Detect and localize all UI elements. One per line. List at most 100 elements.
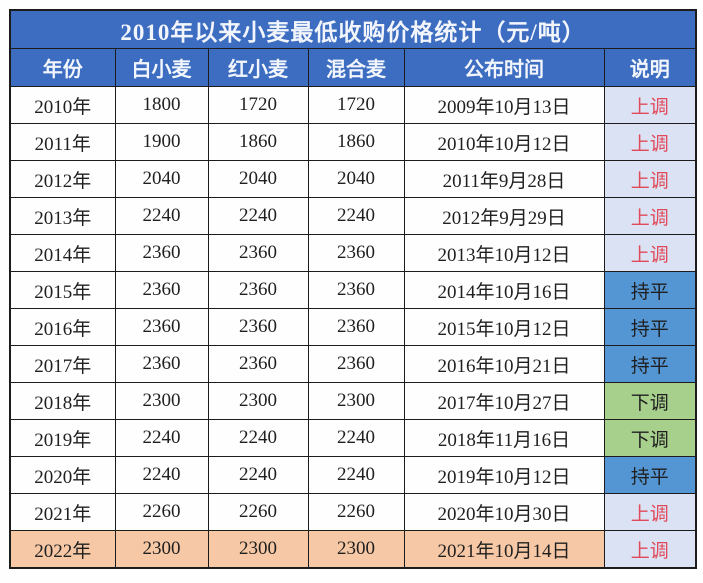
wheat-price-table: 2010年以来小麦最低收购价格统计（元/吨） 年份 白小麦 红小麦 混合麦 公布时间 说明…: [9, 9, 698, 569]
cell-date: 2017年10月27日: [403, 382, 605, 420]
cell-year: 2017年: [9, 345, 116, 383]
table-row: 2021年 2260 2260 2260 2020年10月30日 上调: [9, 493, 697, 531]
cell-year: 2019年: [9, 419, 116, 457]
table-row: 2011年 1900 1860 1860 2010年10月12日 上调: [9, 123, 697, 161]
cell-date: 2020年10月30日: [403, 493, 605, 531]
cell-year: 2018年: [9, 382, 116, 420]
cell-status: 上调: [603, 530, 697, 569]
cell-date: 2021年10月14日: [403, 530, 605, 569]
cell-mixed: 2240: [307, 456, 405, 494]
cell-status: 上调: [603, 123, 697, 161]
table-row: 2017年 2360 2360 2360 2016年10月21日 持平: [9, 345, 697, 383]
table-row: 2010年 1800 1720 1720 2009年10月13日 上调: [9, 86, 697, 124]
column-header-status: 说明: [603, 48, 697, 87]
cell-mixed: 2300: [307, 382, 405, 420]
cell-mixed: 2240: [307, 419, 405, 457]
table-row: 2013年 2240 2240 2240 2012年9月29日 上调: [9, 197, 697, 235]
cell-white: 1900: [114, 123, 209, 161]
cell-date: 2015年10月12日: [403, 308, 605, 346]
table-row: 2019年 2240 2240 2240 2018年11月16日 下调: [9, 419, 697, 457]
cell-white: 2300: [114, 382, 209, 420]
cell-status: 持平: [603, 456, 697, 494]
table-row: 2014年 2360 2360 2360 2013年10月12日 上调: [9, 234, 697, 272]
cell-year: 2020年: [9, 456, 116, 494]
cell-date: 2009年10月13日: [403, 86, 605, 124]
cell-status: 持平: [603, 271, 697, 309]
cell-date: 2011年9月28日: [403, 160, 605, 198]
cell-mixed: 2040: [307, 160, 405, 198]
cell-mixed: 2300: [307, 530, 405, 569]
cell-date: 2010年10月12日: [403, 123, 605, 161]
cell-red: 2300: [207, 530, 309, 569]
cell-mixed: 2360: [307, 234, 405, 272]
cell-white: 2300: [114, 530, 209, 569]
cell-mixed: 2360: [307, 345, 405, 383]
table-row: 2018年 2300 2300 2300 2017年10月27日 下调: [9, 382, 697, 420]
table-row: 2015年 2360 2360 2360 2014年10月16日 持平: [9, 271, 697, 309]
cell-status: 上调: [603, 86, 697, 124]
cell-white: 2240: [114, 456, 209, 494]
cell-white: 2260: [114, 493, 209, 531]
cell-red: 2040: [207, 160, 309, 198]
table-title: 2010年以来小麦最低收购价格统计（元/吨）: [9, 9, 697, 49]
cell-red: 2240: [207, 197, 309, 235]
column-header-mixed: 混合麦: [307, 48, 405, 87]
column-header-white: 白小麦: [114, 48, 209, 87]
cell-year: 2016年: [9, 308, 116, 346]
cell-red: 1720: [207, 86, 309, 124]
cell-red: 1860: [207, 123, 309, 161]
cell-white: 2360: [114, 345, 209, 383]
cell-status: 下调: [603, 419, 697, 457]
cell-red: 2300: [207, 382, 309, 420]
cell-date: 2019年10月12日: [403, 456, 605, 494]
cell-year: 2012年: [9, 160, 116, 198]
cell-mixed: 1720: [307, 86, 405, 124]
cell-year: 2015年: [9, 271, 116, 309]
cell-red: 2240: [207, 456, 309, 494]
cell-date: 2016年10月21日: [403, 345, 605, 383]
column-header-year: 年份: [9, 48, 116, 87]
cell-mixed: 2260: [307, 493, 405, 531]
cell-date: 2014年10月16日: [403, 271, 605, 309]
cell-white: 1800: [114, 86, 209, 124]
cell-red: 2260: [207, 493, 309, 531]
cell-status: 上调: [603, 493, 697, 531]
cell-year: 2014年: [9, 234, 116, 272]
table-row: 2016年 2360 2360 2360 2015年10月12日 持平: [9, 308, 697, 346]
cell-year: 2013年: [9, 197, 116, 235]
cell-red: 2360: [207, 234, 309, 272]
cell-white: 2240: [114, 197, 209, 235]
cell-year: 2021年: [9, 493, 116, 531]
cell-date: 2018年11月16日: [403, 419, 605, 457]
cell-red: 2240: [207, 419, 309, 457]
cell-status: 上调: [603, 197, 697, 235]
table-row: 2012年 2040 2040 2040 2011年9月28日 上调: [9, 160, 697, 198]
table-row: 2022年 2300 2300 2300 2021年10月14日 上调: [9, 530, 697, 569]
cell-white: 2240: [114, 419, 209, 457]
cell-year: 2011年: [9, 123, 116, 161]
cell-white: 2360: [114, 308, 209, 346]
cell-year: 2022年: [9, 530, 116, 569]
cell-status: 持平: [603, 308, 697, 346]
cell-white: 2360: [114, 271, 209, 309]
column-header-red: 红小麦: [207, 48, 309, 87]
table-row: 2020年 2240 2240 2240 2019年10月12日 持平: [9, 456, 697, 494]
cell-mixed: 2360: [307, 308, 405, 346]
cell-red: 2360: [207, 308, 309, 346]
cell-date: 2012年9月29日: [403, 197, 605, 235]
cell-red: 2360: [207, 345, 309, 383]
cell-status: 上调: [603, 160, 697, 198]
title-row: 2010年以来小麦最低收购价格统计（元/吨）: [9, 9, 697, 49]
cell-red: 2360: [207, 271, 309, 309]
cell-status: 上调: [603, 234, 697, 272]
cell-date: 2013年10月12日: [403, 234, 605, 272]
cell-mixed: 2240: [307, 197, 405, 235]
cell-white: 2360: [114, 234, 209, 272]
column-header-row: 年份 白小麦 红小麦 混合麦 公布时间 说明: [9, 48, 697, 87]
cell-status: 持平: [603, 345, 697, 383]
cell-mixed: 1860: [307, 123, 405, 161]
column-header-date: 公布时间: [403, 48, 605, 87]
cell-year: 2010年: [9, 86, 116, 124]
cell-mixed: 2360: [307, 271, 405, 309]
